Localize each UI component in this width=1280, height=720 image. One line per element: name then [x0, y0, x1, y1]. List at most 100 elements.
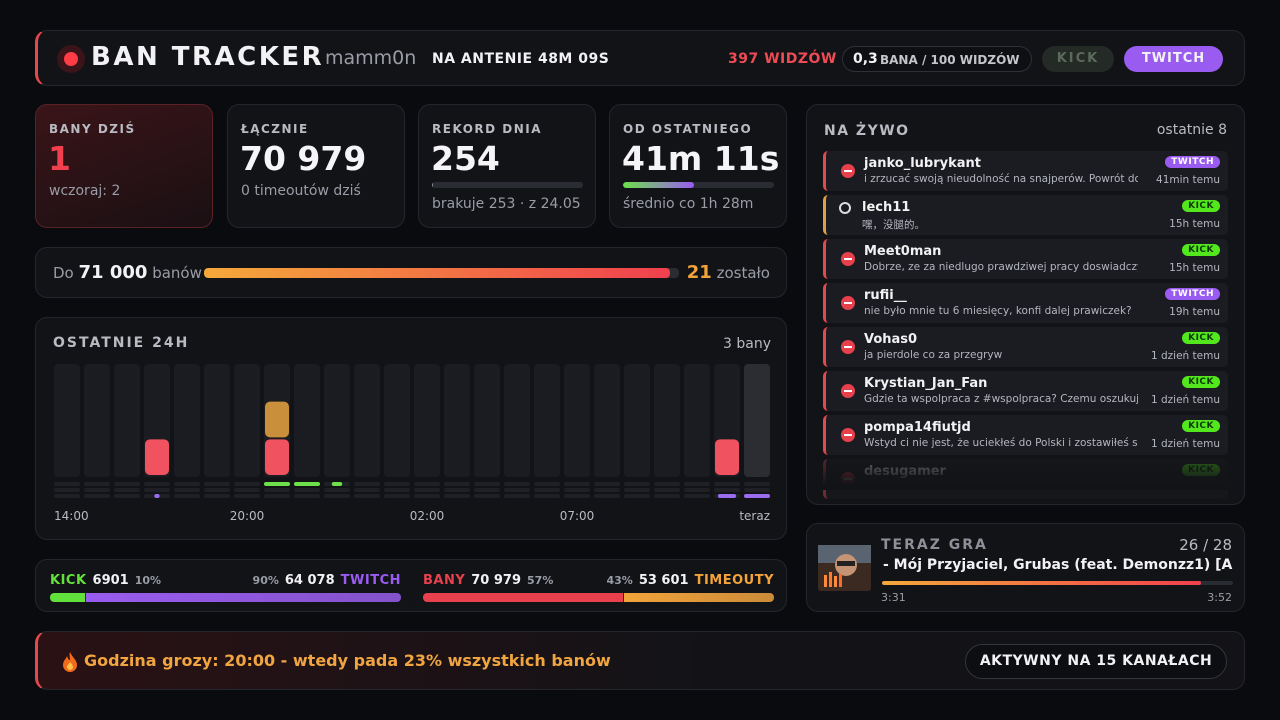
split-label: BANY [423, 573, 466, 588]
np-position: 26 / 28 [1179, 536, 1232, 554]
bar [265, 401, 289, 438]
timeout-icon [839, 202, 851, 214]
split-share: 57% [527, 574, 554, 587]
stat-value: 41m 11s [622, 139, 780, 178]
activity-track [654, 482, 680, 486]
activity-track [534, 482, 560, 486]
ratio-value: 0,3 [853, 51, 878, 67]
platform-badge: KICK [1182, 420, 1220, 432]
activity-track [324, 494, 350, 498]
x-tick-label: 14:00 [54, 509, 89, 523]
status: AKTYWNY NA 15 KANAŁACH [965, 644, 1227, 679]
column [174, 364, 200, 477]
stat-track [623, 182, 774, 188]
bar [265, 439, 289, 475]
stat-value: 70 979 [240, 139, 367, 178]
ban-icon-bar [844, 346, 852, 348]
ban-icon-bar [844, 258, 852, 260]
column [744, 364, 770, 477]
activity-track [444, 494, 470, 498]
np-title: - Mój Przyjaciel, Grubas (feat. Demonzz1… [883, 557, 1233, 573]
goal-track [204, 268, 679, 278]
bar [715, 439, 739, 475]
column [294, 364, 320, 477]
twitch-button[interactable]: TWITCH [1124, 46, 1223, 72]
activity-track [264, 494, 290, 498]
chart-title: OSTATNIE 24H [53, 335, 189, 351]
split-bar [423, 593, 623, 602]
activity-track [54, 482, 80, 486]
np-label: TERAZ GRA [881, 537, 988, 553]
activity-track [684, 494, 710, 498]
column [534, 364, 560, 477]
activity-track [384, 488, 410, 492]
activity-track [204, 482, 230, 486]
message: Wstyd ci nie jest, że uciekłeś do Polski… [864, 437, 1138, 449]
stat-card: OD OSTATNIEGO 41m 11s średnio co 1h 28m [609, 104, 787, 228]
username: Krystian_Jan_Fan [864, 376, 988, 391]
activity-track [294, 488, 320, 492]
split-bar [623, 593, 774, 602]
time: 1 dzień temu [1150, 350, 1220, 362]
feed-item: Vohas0 ja pierdole co za przegryw KICK 1 dz… [823, 327, 1228, 367]
username: Vohas0 [864, 332, 918, 347]
message: Dobrze, ze za niedlugo prawdziwej pracy … [864, 261, 1138, 273]
split-share: 10% [134, 574, 162, 587]
split-count: 70 979 [471, 573, 522, 588]
activity-track [84, 494, 110, 498]
time: 41min temu [1156, 174, 1220, 186]
activity [154, 494, 160, 498]
feed-title: NA ŻYWO [824, 123, 910, 139]
feed: NA ŻYWO ostatnie 8 janko_lubrykant i zrzu… [806, 104, 1245, 505]
now-playing: TERAZ GRA 26 / 28 - Mój Przyjaciel, Grub… [806, 523, 1245, 612]
column [84, 364, 110, 477]
split-right: 43% 53 601 TIMEOUTY [606, 573, 774, 588]
activity-track [504, 488, 530, 492]
column [54, 364, 80, 477]
chart-summary: 3 bany [723, 336, 771, 352]
column [594, 364, 620, 477]
activity-track [234, 488, 260, 492]
activity-track [234, 494, 260, 498]
platform-badge: TWITCH [1165, 156, 1220, 168]
activity-track [84, 488, 110, 492]
activity-track [234, 482, 260, 486]
remaining-label: zostało [716, 264, 770, 282]
stat-sub: średnio co 1h 28m [623, 196, 754, 212]
stat-label: REKORD DNIA [432, 122, 543, 136]
activity-track [564, 488, 590, 492]
split-label: TIMEOUTY [694, 573, 774, 588]
username: Meet0man [864, 244, 942, 259]
np-progress [882, 581, 1202, 585]
feed-item: Krystian_Jan_Fan Gdzie ta wspolpraca z #w… [823, 371, 1228, 411]
stat-sub: wczoraj: 2 [49, 183, 121, 199]
activity-track [414, 488, 440, 492]
stat-label: OD OSTATNIEGO [623, 122, 753, 136]
stat-progress [623, 182, 694, 188]
activity-track [654, 488, 680, 492]
username: pompa14fiutjd [864, 420, 971, 435]
split-label: KICK [50, 573, 87, 588]
uptime: NA ANTENIE 48M 09S [432, 51, 610, 67]
stat-card: ŁĄCZNIE 70 979 0 timeoutów dziś [227, 104, 405, 228]
feed-item: janko_lubrykant i zrzucać swoją nieudolno… [823, 151, 1228, 191]
activity-track [384, 494, 410, 498]
stat-track [432, 182, 583, 188]
channel: mamm0n [325, 47, 417, 69]
stat-value: 254 [431, 139, 500, 178]
feed-summary: ostatnie 8 [1156, 122, 1227, 138]
kick-button[interactable]: KICK [1042, 46, 1114, 72]
activity-track [354, 494, 380, 498]
activity-track [444, 488, 470, 492]
alert: Godzina grozy: 20:00 - wtedy pada 23% ws… [84, 651, 611, 670]
activity-track [204, 494, 230, 498]
column [474, 364, 500, 477]
activity-track [714, 482, 740, 486]
activity-track [294, 494, 320, 498]
activity-track [414, 482, 440, 486]
activity-track [594, 488, 620, 492]
message: Gdzie ta wspolpraca z #wspolpraca? Czemu… [864, 393, 1138, 405]
activity-track [114, 494, 140, 498]
split-right: 90% 64 078 TWITCH [253, 573, 401, 588]
stat-value: 1 [48, 139, 71, 178]
